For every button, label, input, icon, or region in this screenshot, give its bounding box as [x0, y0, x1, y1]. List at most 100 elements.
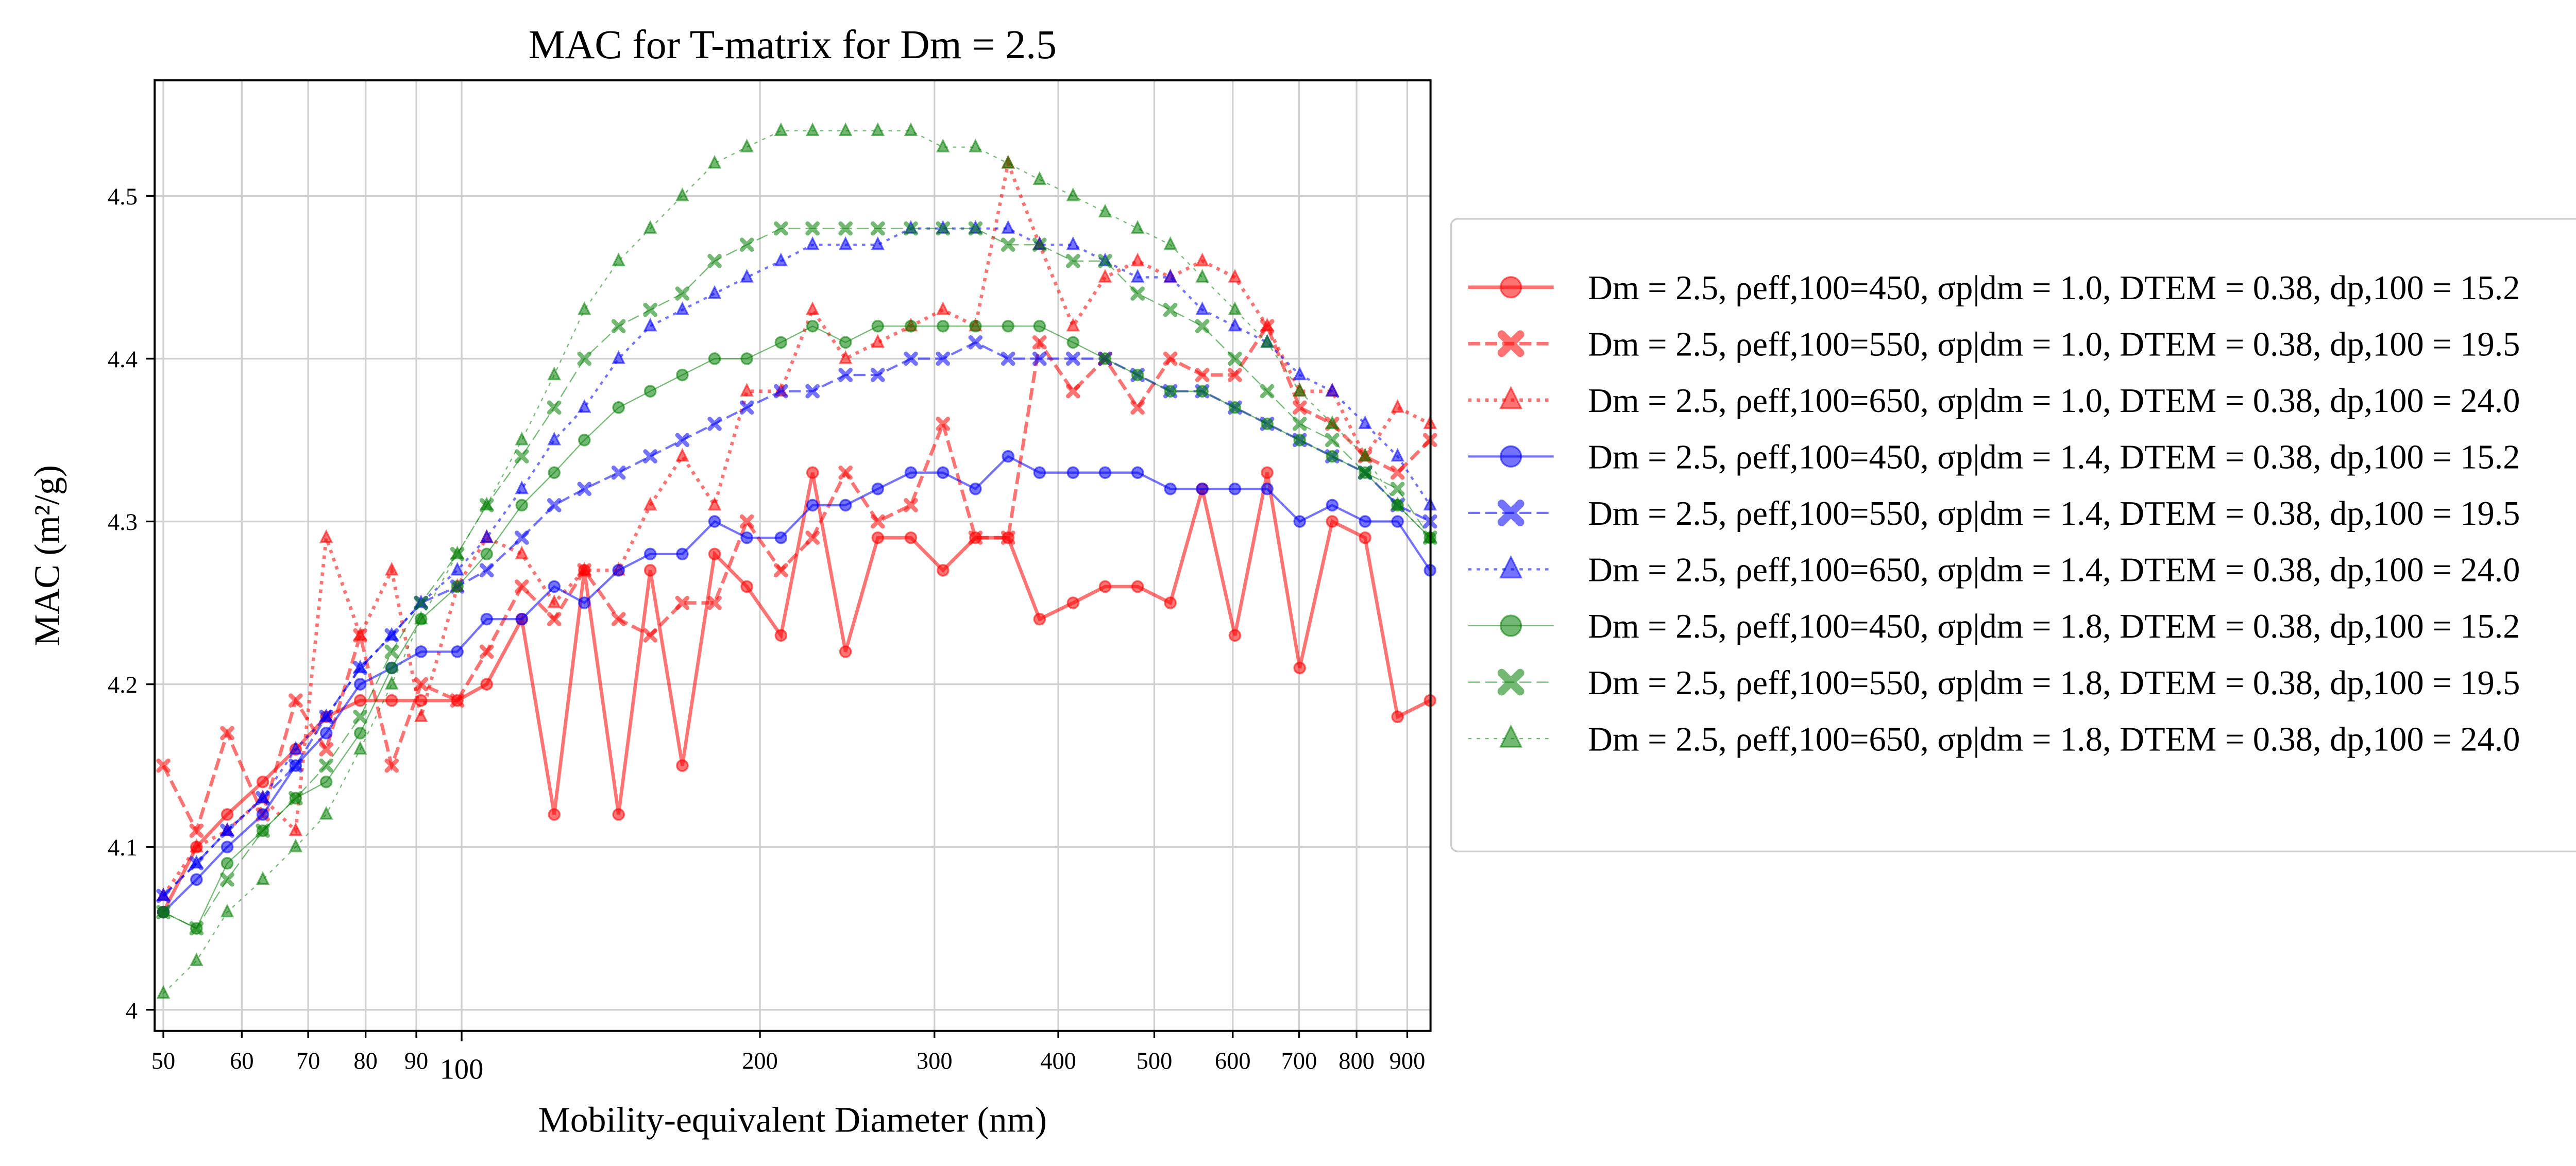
data-point: [414, 645, 428, 658]
data-point: [289, 791, 303, 805]
data-point: [480, 612, 494, 626]
data-point: [612, 564, 625, 577]
data-point: [708, 352, 721, 365]
data-point: [708, 515, 721, 528]
series-line: [162, 157, 1431, 897]
x-tick-label: 80: [353, 1048, 377, 1074]
data-point: [937, 319, 950, 333]
data-point: [870, 514, 885, 529]
data-point: [675, 286, 690, 301]
data-point: [1358, 415, 1372, 430]
data-point: [968, 221, 983, 236]
data-point: [289, 741, 303, 755]
legend-label: Dm = 2.5, ρeff,100=550, σp|dm = 1.0, DTE…: [1588, 325, 2520, 363]
data-point: [578, 434, 591, 447]
data-point: [643, 385, 657, 398]
data-point: [1228, 483, 1242, 495]
data-point: [968, 335, 983, 350]
data-point: [774, 629, 788, 642]
data-point: [577, 301, 591, 315]
data-point: [806, 466, 819, 479]
x-tick-label: 90: [404, 1048, 428, 1074]
data-point: [384, 561, 399, 576]
data-point: [806, 499, 819, 512]
data-point: [1033, 319, 1046, 333]
data-point: [384, 758, 399, 773]
data-point: [1130, 268, 1145, 283]
legend-label: Dm = 2.5, ρeff,100=650, σp|dm = 1.4, DTE…: [1588, 552, 2520, 589]
data-point: [221, 808, 234, 821]
data-point: [643, 317, 657, 332]
x-tick-label: 100: [440, 1054, 484, 1086]
data-point: [1098, 352, 1112, 365]
data-point: [451, 645, 464, 658]
data-point: [969, 139, 982, 152]
data-point: [1001, 237, 1015, 252]
data-point: [707, 254, 722, 268]
data-point: [740, 352, 753, 365]
data-point: [1032, 237, 1047, 252]
data-point: [1325, 415, 1340, 430]
legend-marker: [1497, 330, 1524, 357]
data-point: [1391, 710, 1404, 724]
data-point: [904, 319, 918, 333]
data-point: [675, 301, 689, 315]
data-point: [256, 775, 269, 788]
data-point: [1326, 450, 1339, 463]
data-point: [190, 838, 204, 852]
data-point: [1163, 236, 1177, 250]
data-point: [1033, 612, 1046, 626]
data-point: [384, 644, 399, 659]
data-point: [220, 726, 234, 741]
plot-frame: [154, 79, 1432, 1032]
legend-box: [1450, 218, 2576, 852]
data-point: [774, 531, 788, 544]
data-point: [156, 985, 171, 999]
data-point: [1065, 254, 1080, 268]
data-point: [1293, 383, 1307, 397]
data-point: [806, 319, 819, 333]
legend-label: Dm = 2.5, ρeff,100=450, σp|dm = 1.0, DTE…: [1588, 269, 2520, 307]
data-point: [220, 872, 234, 887]
data-point: [937, 564, 950, 577]
legend-label: Dm = 2.5, ρeff,100=450, σp|dm = 1.4, DTE…: [1588, 439, 2520, 476]
data-point: [740, 383, 754, 397]
x-tick-label: 50: [151, 1048, 175, 1074]
x-tick-label: 600: [1215, 1048, 1251, 1074]
data-point: [904, 531, 918, 544]
data-point: [319, 727, 333, 740]
data-point: [675, 448, 689, 462]
data-point: [353, 727, 367, 740]
data-point: [1293, 515, 1307, 528]
data-point: [612, 808, 625, 821]
data-point: [289, 693, 303, 708]
data-point: [1228, 629, 1242, 642]
y-tick-label: 4.4: [108, 347, 138, 373]
data-point: [740, 580, 753, 593]
data-point: [480, 678, 494, 691]
data-point: [514, 449, 529, 464]
data-point: [904, 122, 918, 136]
data-point: [643, 547, 657, 561]
data-point: [969, 319, 982, 333]
data-point: [189, 921, 204, 936]
data-point: [1065, 384, 1080, 399]
data-point: [805, 301, 820, 315]
data-point: [1163, 302, 1178, 317]
data-point: [676, 368, 689, 382]
data-point: [675, 187, 689, 201]
data-point: [256, 871, 270, 885]
legend-marker: [1497, 668, 1524, 696]
data-point: [1195, 319, 1210, 334]
data-point: [1098, 254, 1112, 268]
data-point: [838, 368, 853, 382]
y-tick-label: 4.2: [108, 672, 138, 698]
data-point: [414, 677, 429, 692]
data-point: [190, 873, 203, 886]
data-point: [384, 627, 399, 641]
data-point: [904, 498, 918, 512]
data-point: [773, 221, 788, 236]
series-line: [163, 228, 1431, 930]
data-point: [675, 433, 690, 448]
